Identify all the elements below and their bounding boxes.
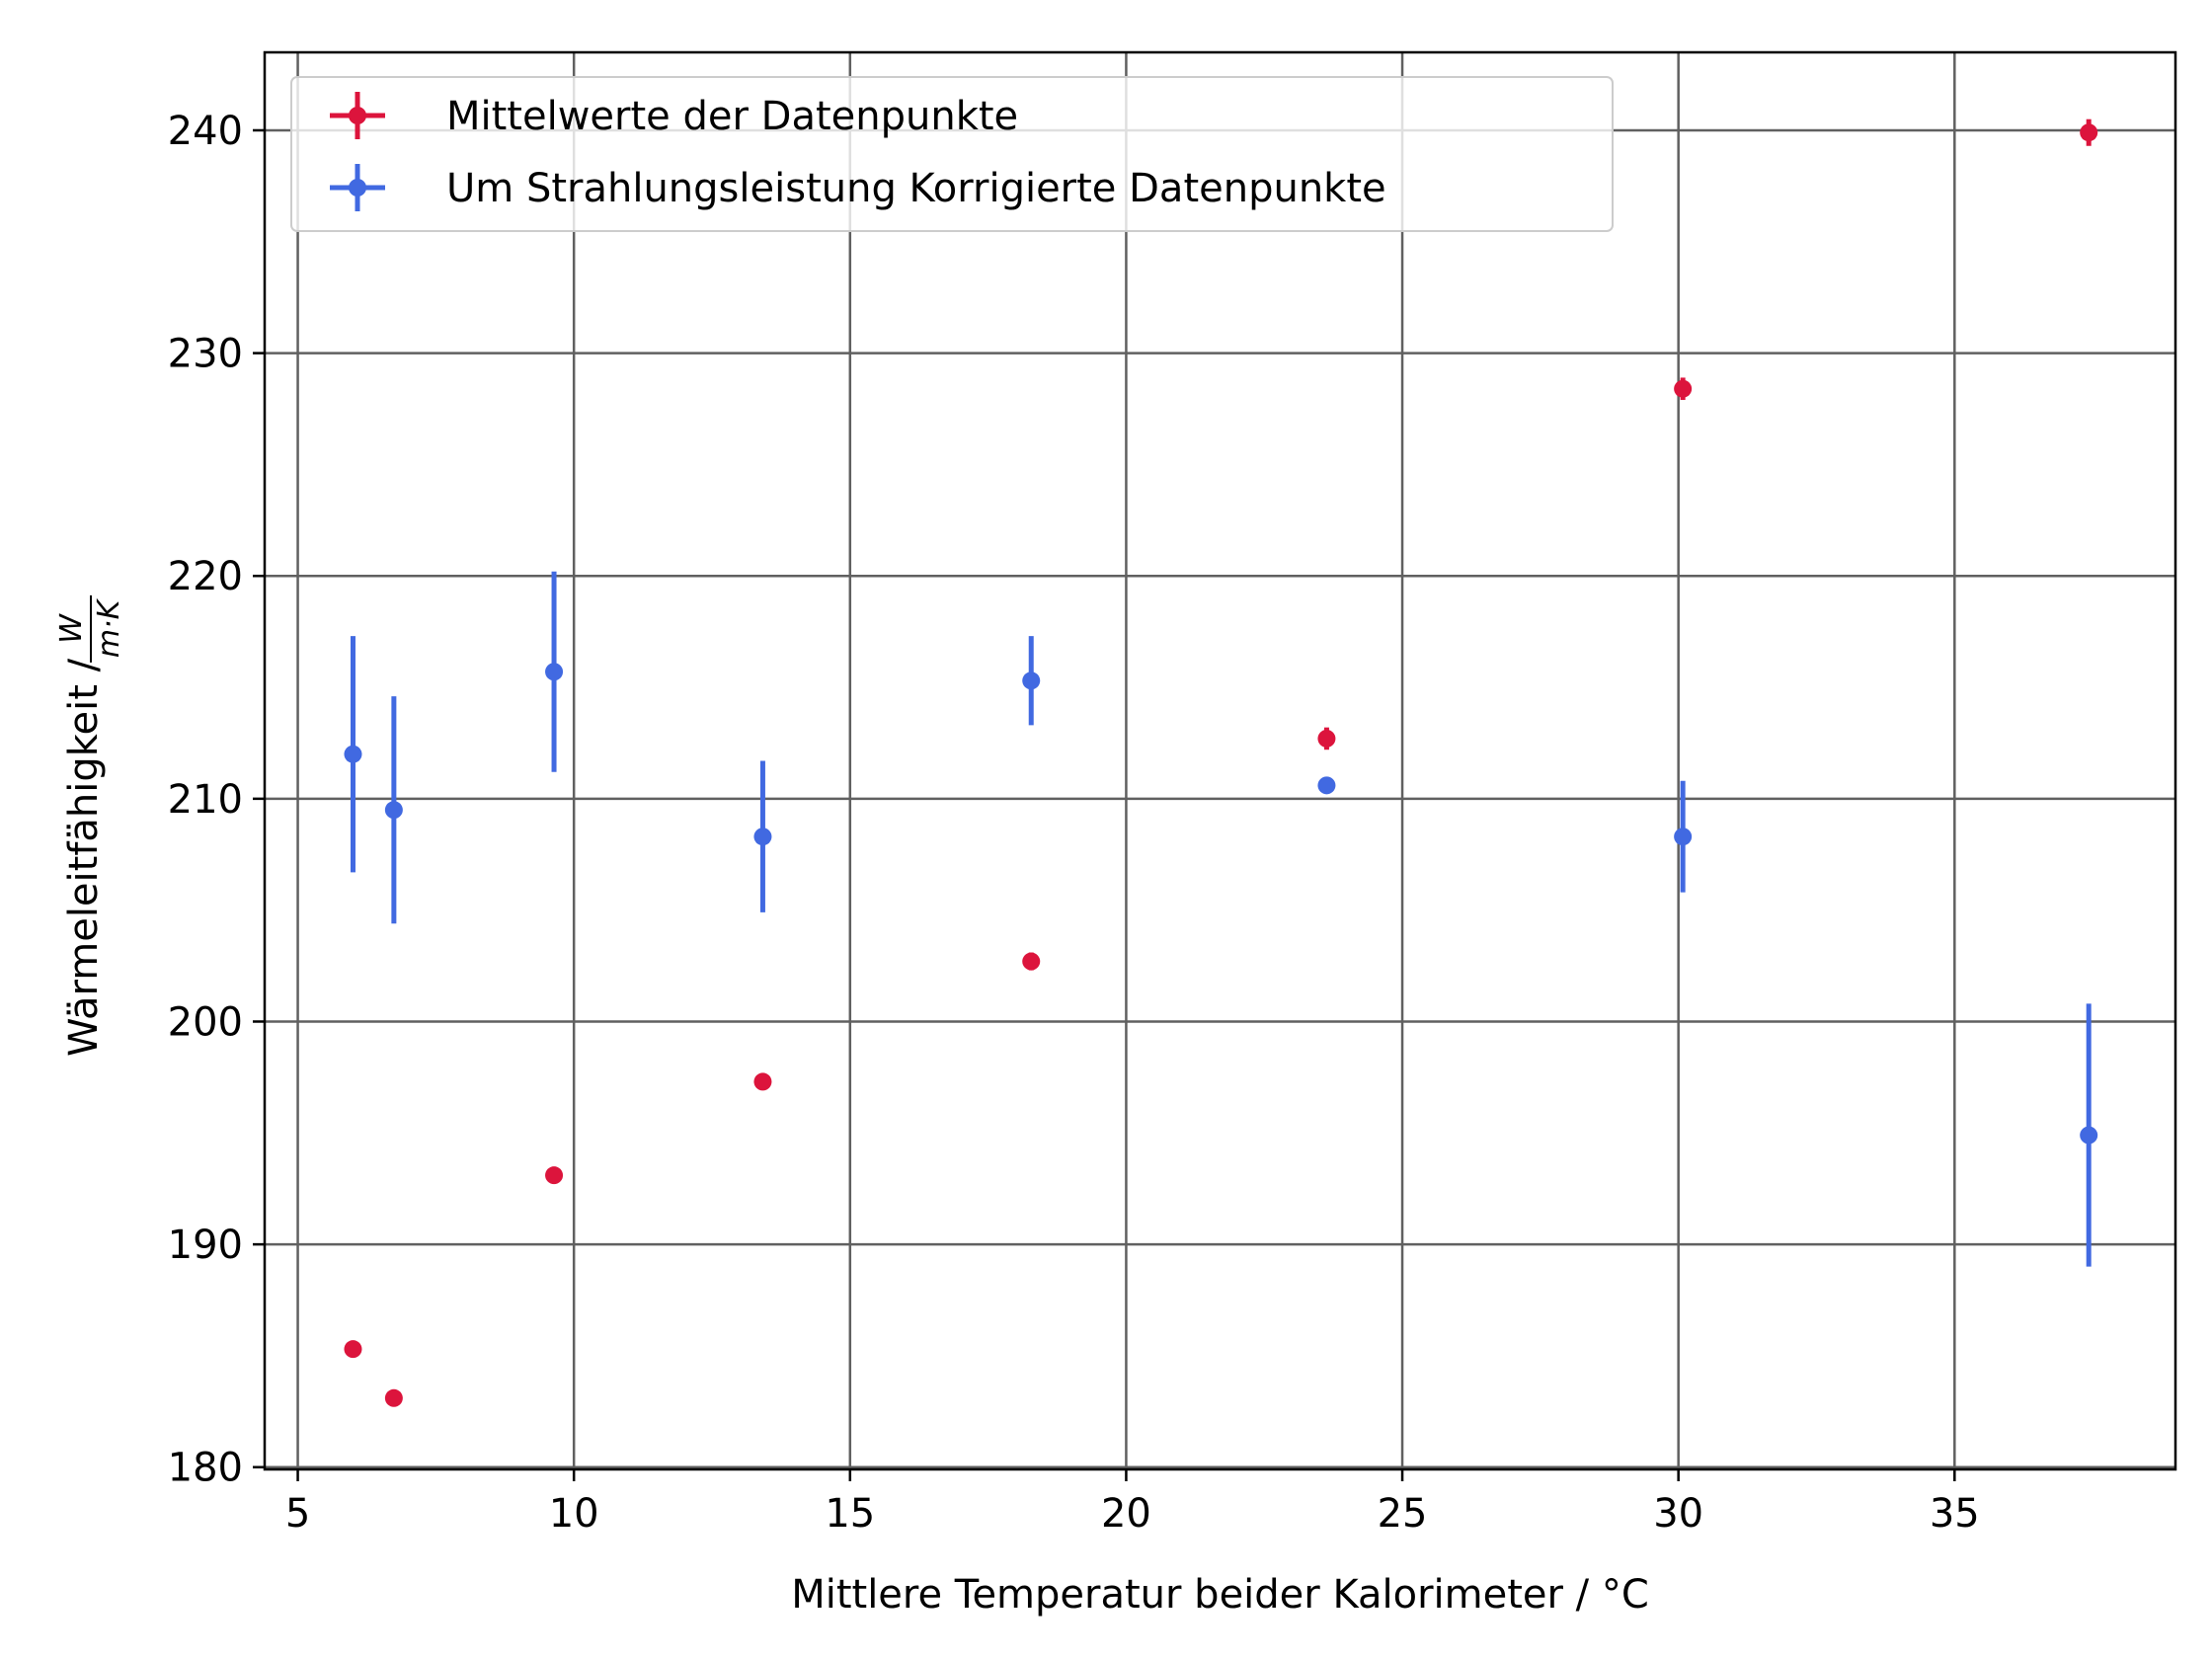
y-tick-label: 220 (168, 554, 243, 599)
series-1 (344, 571, 2098, 1267)
y-axis-label: Wärmeleitfähigkeit / (61, 658, 107, 1057)
x-tick-label: 20 (1101, 1491, 1151, 1537)
legend-entry-mittelwerte: Mittelwerte der Datenpunkte (330, 92, 1018, 139)
data-point (384, 1388, 403, 1407)
data-point (1317, 729, 1336, 748)
data-point (344, 1340, 362, 1359)
y-tick-label: 200 (168, 999, 243, 1045)
y-tick-label: 190 (168, 1223, 243, 1268)
y-tick-label: 180 (168, 1446, 243, 1491)
y-axis-label-group: Wärmeleitfähigkeit / W m·K (54, 594, 126, 1057)
series-0 (344, 118, 2098, 1407)
legend-label-mittelwerte: Mittelwerte der Datenpunkte (446, 94, 1018, 139)
y-tick-label: 210 (168, 777, 243, 823)
x-tick-label: 10 (549, 1491, 599, 1537)
axes-frame (263, 50, 2177, 1471)
series-layer (344, 118, 2098, 1407)
x-tick-label: 5 (285, 1491, 310, 1537)
x-tick-label: 25 (1378, 1491, 1428, 1537)
legend-label-korrigiert: Um Strahlungsleistung Korrigierte Datenp… (446, 166, 1386, 211)
legend-marker-korrigiert (330, 164, 385, 211)
legend: Mittelwerte der Datenpunkte Um Strahlung… (290, 76, 1614, 232)
data-point (1317, 776, 1336, 795)
data-point (1022, 952, 1041, 971)
data-point (384, 801, 403, 820)
legend-marker-mittelwerte (330, 92, 385, 139)
data-point (753, 1072, 772, 1091)
x-tick-label: 15 (825, 1491, 875, 1537)
x-axis-label: Mittlere Temperatur beider Kalorimeter /… (791, 1572, 1649, 1618)
ticks: 5 10 15 20 25 30 35 180 190 200 210 220 230 240 (168, 109, 1980, 1537)
y-tick-label: 230 (168, 332, 243, 377)
data-point (1022, 672, 1041, 690)
data-point (545, 663, 564, 681)
x-tick-label: 35 (1930, 1491, 1980, 1537)
data-point (1674, 828, 1693, 846)
grid (265, 52, 2175, 1469)
y-tick-label: 240 (168, 109, 243, 154)
legend-box (290, 76, 1614, 232)
legend-marker-dot (349, 179, 366, 197)
x-tick-label: 30 (1653, 1491, 1703, 1537)
data-point (545, 1166, 564, 1185)
data-point (2080, 1126, 2098, 1145)
data-point (2080, 123, 2098, 142)
y-axis-unit-denominator: m·K (92, 597, 126, 658)
data-point (344, 745, 362, 763)
legend-marker-dot (349, 107, 366, 124)
data-point (753, 828, 772, 846)
y-axis-unit-numerator: W (54, 613, 89, 644)
data-point (1674, 379, 1693, 398)
legend-entry-korrigiert: Um Strahlungsleistung Korrigierte Datenp… (330, 164, 1386, 211)
